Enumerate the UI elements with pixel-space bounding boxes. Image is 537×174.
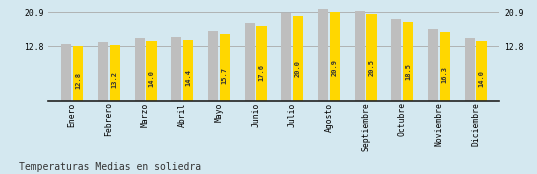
Bar [208,31,218,101]
Bar [134,38,145,101]
Bar [440,32,450,101]
Text: 14.4: 14.4 [185,69,191,86]
Bar [318,9,328,101]
Bar [465,38,475,101]
Text: 20.5: 20.5 [368,59,374,76]
Text: 12.8: 12.8 [75,72,81,89]
Bar [220,34,230,101]
Text: 16.3: 16.3 [442,66,448,83]
Bar [98,42,108,101]
Text: 20.9: 20.9 [332,59,338,76]
Bar [61,44,71,101]
Bar [146,41,156,101]
Bar [171,37,182,101]
Bar [281,13,292,101]
Bar [330,12,340,101]
Bar [110,45,120,101]
Bar [476,41,487,101]
Bar [354,11,365,101]
Bar [244,23,255,101]
Text: Temperaturas Medias en soliedra: Temperaturas Medias en soliedra [19,162,201,172]
Bar [256,26,266,101]
Text: 13.2: 13.2 [112,71,118,88]
Bar [293,16,303,101]
Text: 14.0: 14.0 [478,70,484,87]
Text: 17.6: 17.6 [258,64,264,81]
Bar [73,46,83,101]
Bar [183,40,193,101]
Bar [391,19,402,101]
Text: 14.0: 14.0 [148,70,154,87]
Bar [428,29,438,101]
Bar [366,14,376,101]
Bar [403,22,413,101]
Text: 18.5: 18.5 [405,62,411,80]
Text: 20.0: 20.0 [295,60,301,77]
Text: 15.7: 15.7 [222,67,228,84]
